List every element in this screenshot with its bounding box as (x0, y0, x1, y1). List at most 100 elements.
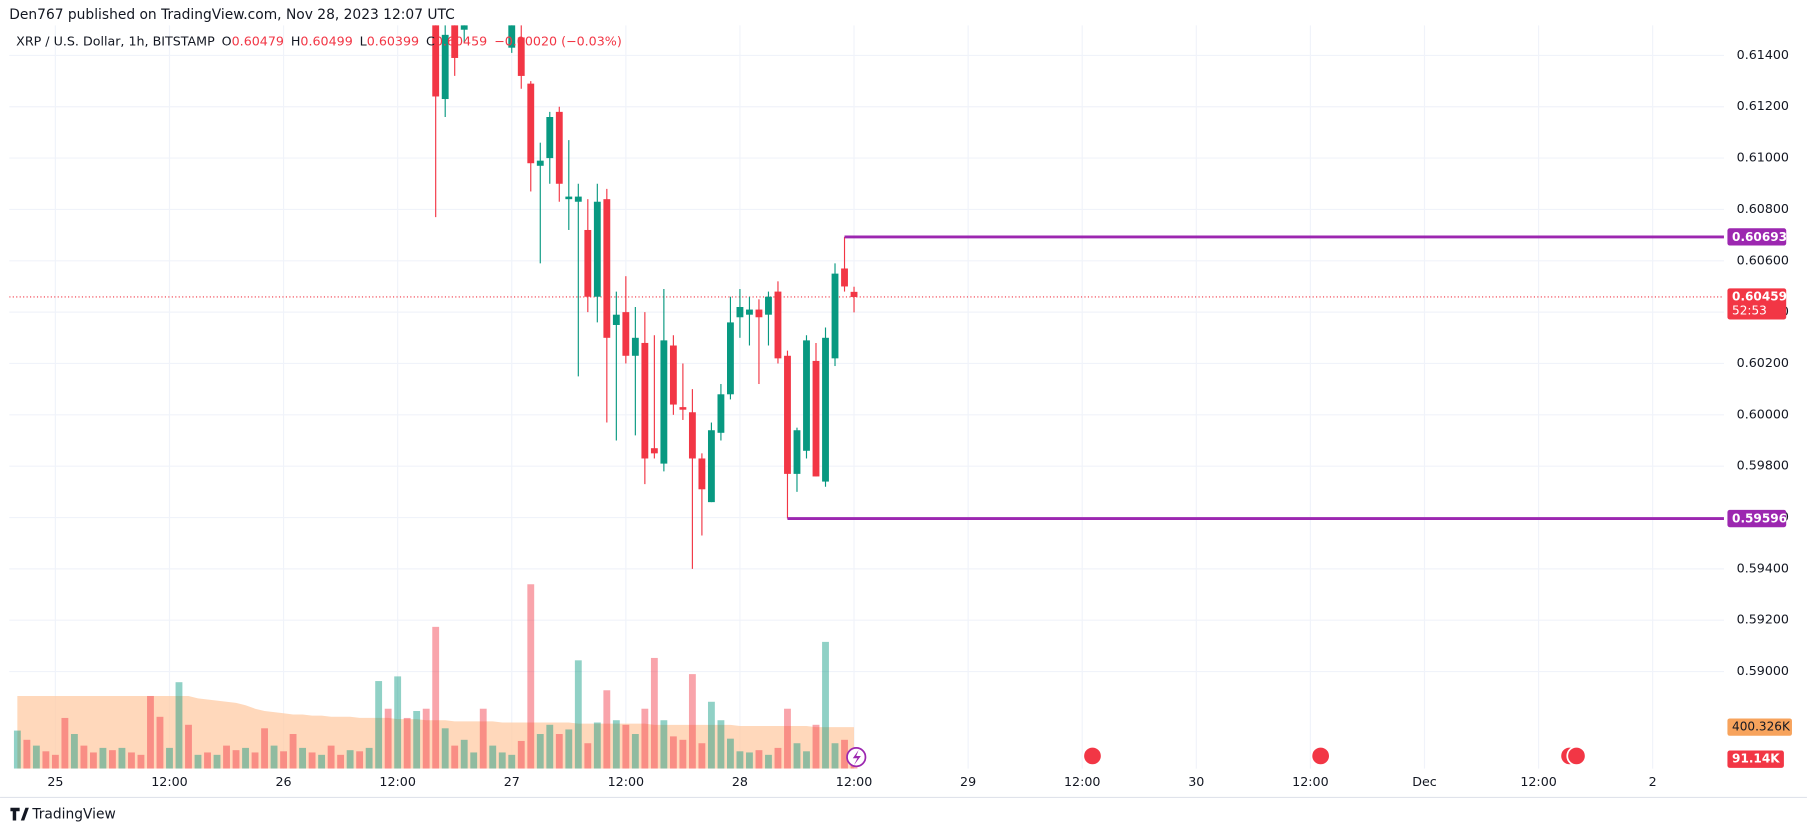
volume-bar (479, 708, 487, 769)
event-icon[interactable] (1310, 745, 1331, 767)
x-tick-label: 12:00 (608, 774, 644, 789)
candle-body (707, 430, 715, 503)
volume-bar (99, 747, 107, 769)
candle-body (460, 25, 468, 30)
volume-bar (422, 708, 430, 769)
volume-bar (784, 708, 791, 769)
candle-body (631, 337, 639, 356)
volume-bar (527, 584, 535, 769)
event-icon[interactable] (1082, 745, 1103, 767)
candle-body (593, 201, 601, 297)
volume-bar (299, 747, 307, 769)
volume-bar (470, 752, 478, 769)
volume-bar (803, 751, 810, 769)
volume-ma-label: 400.326K (1732, 720, 1791, 734)
symbol-line: XRP / U.S. Dollar, 1h, BITSTAMP O0.60479 H… (16, 33, 622, 48)
candle-body (755, 309, 763, 318)
volume-bar (498, 752, 506, 769)
volume-bar (793, 743, 801, 769)
volume-bar (403, 717, 411, 769)
candle-body (850, 291, 858, 297)
y-tick-label: 0.59200 (1737, 612, 1789, 627)
volume-bar (213, 754, 221, 769)
volume-bar (565, 729, 573, 769)
y-tick-label: 0.59800 (1737, 458, 1789, 473)
x-tick-label: 12:00 (1292, 774, 1328, 789)
volume-bar (736, 751, 744, 769)
volume-bar (432, 626, 440, 769)
brand-name: TradingView (31, 807, 115, 823)
ohlc-letter: O (222, 33, 232, 48)
candle-body (584, 229, 592, 297)
axes: 0.61400 0.61200 0.61000 0.60800 0.60600 0.604… (47, 47, 1792, 789)
volume-bar (356, 751, 364, 769)
volume-bar (536, 734, 544, 769)
volume-bar (232, 750, 240, 769)
y-tick-label: 0.60600 (1737, 252, 1789, 267)
volume-bar (242, 747, 249, 769)
candle-body (679, 407, 687, 410)
candle-body (746, 309, 753, 315)
volume-bar (841, 739, 848, 769)
candle-body (736, 306, 744, 318)
x-tick-label: 28 (732, 774, 748, 789)
candle-body (622, 312, 630, 356)
volume-bar (375, 681, 383, 769)
volume-bar (13, 730, 21, 769)
candle-body (546, 117, 554, 159)
volume-bar (441, 728, 449, 769)
x-tick-label: 12:00 (1520, 774, 1556, 789)
volume-bar (584, 743, 592, 769)
candle-body (641, 342, 649, 459)
volume-bar (622, 724, 630, 769)
volume-bar (755, 750, 763, 769)
x-tick-label: 2 (1649, 774, 1657, 789)
candle-body (765, 296, 772, 315)
candle-body (793, 430, 801, 474)
ohlc-value: 0.60499 (300, 33, 352, 48)
y-tick-label: 0.61400 (1737, 47, 1789, 62)
candle-body (508, 25, 516, 48)
event-icon (852, 750, 861, 766)
level-label: 0.59596 (1732, 512, 1787, 526)
volume-bar (261, 728, 268, 769)
candle-body (688, 412, 696, 459)
volume-bar (280, 751, 287, 769)
ohlc-letter: H (291, 33, 301, 48)
volume-bar (413, 711, 421, 769)
volume-bar (166, 747, 173, 769)
candle-body (432, 25, 440, 97)
volume-bar (394, 676, 402, 769)
candle-body (517, 37, 525, 76)
volume-bar (89, 752, 97, 769)
volume-bar (32, 745, 40, 769)
volume-bar (593, 722, 601, 769)
volume-bar (185, 724, 192, 769)
event-icon[interactable] (1566, 745, 1587, 767)
x-tick-label: 12:00 (1064, 774, 1100, 789)
volume-bar (70, 734, 78, 769)
candle-body (803, 340, 810, 451)
y-tick-label: 0.60200 (1737, 355, 1789, 370)
ohlc-value: 0.60459 (435, 33, 487, 48)
x-tick-label: 12:00 (836, 774, 872, 789)
level-label: 0.60693 (1732, 230, 1787, 244)
candle-body (841, 268, 848, 287)
volume-bar (688, 674, 696, 769)
y-tick-label: 0.61200 (1737, 98, 1789, 113)
volume-bar (308, 752, 316, 769)
volume-bar (109, 750, 116, 769)
y-tick-label: 0.60800 (1737, 201, 1789, 216)
volume-bar (365, 747, 373, 769)
volume-bar (128, 752, 135, 769)
price-label-box (1727, 288, 1787, 320)
volume-bar (698, 743, 706, 769)
volume-bar (641, 708, 649, 769)
volume-bar (137, 754, 145, 769)
candle-body (774, 291, 782, 359)
volume-bar (489, 745, 497, 769)
volume-ma-label-box (1727, 718, 1792, 736)
price-label: 0.60459 (1732, 289, 1787, 303)
x-tick-label: 29 (960, 774, 976, 789)
